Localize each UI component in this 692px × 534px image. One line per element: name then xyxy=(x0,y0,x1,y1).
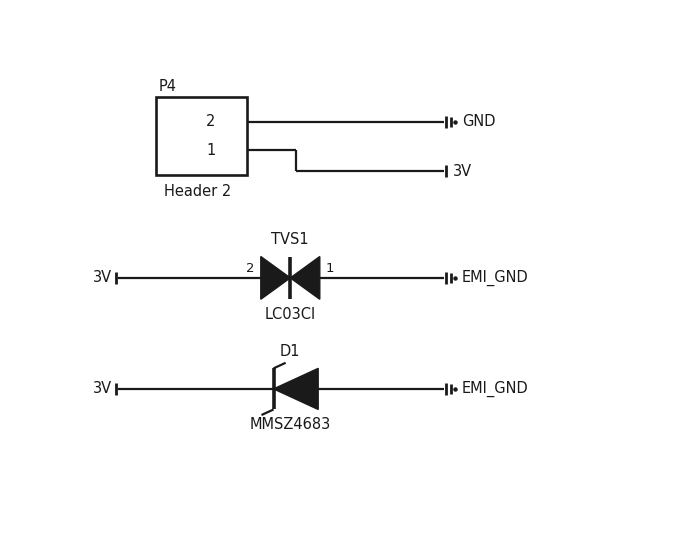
Text: 1: 1 xyxy=(206,143,215,158)
Polygon shape xyxy=(261,256,291,299)
Text: GND: GND xyxy=(462,114,495,129)
Polygon shape xyxy=(291,256,320,299)
Text: 2: 2 xyxy=(246,262,255,274)
Text: TVS1: TVS1 xyxy=(271,232,309,247)
Text: LC03CI: LC03CI xyxy=(264,307,316,321)
Text: EMI_GND: EMI_GND xyxy=(462,270,529,286)
Polygon shape xyxy=(273,368,318,410)
Text: EMI_GND: EMI_GND xyxy=(462,381,529,397)
Bar xyxy=(156,97,248,175)
Text: 3V: 3V xyxy=(93,270,111,285)
Text: 3V: 3V xyxy=(453,164,473,179)
Text: P4: P4 xyxy=(159,78,177,93)
Text: 3V: 3V xyxy=(93,381,111,396)
Text: Header 2: Header 2 xyxy=(163,184,231,199)
Text: D1: D1 xyxy=(280,344,300,359)
Text: 1: 1 xyxy=(325,262,334,274)
Text: MMSZ4683: MMSZ4683 xyxy=(250,417,331,432)
Text: 2: 2 xyxy=(206,114,216,129)
